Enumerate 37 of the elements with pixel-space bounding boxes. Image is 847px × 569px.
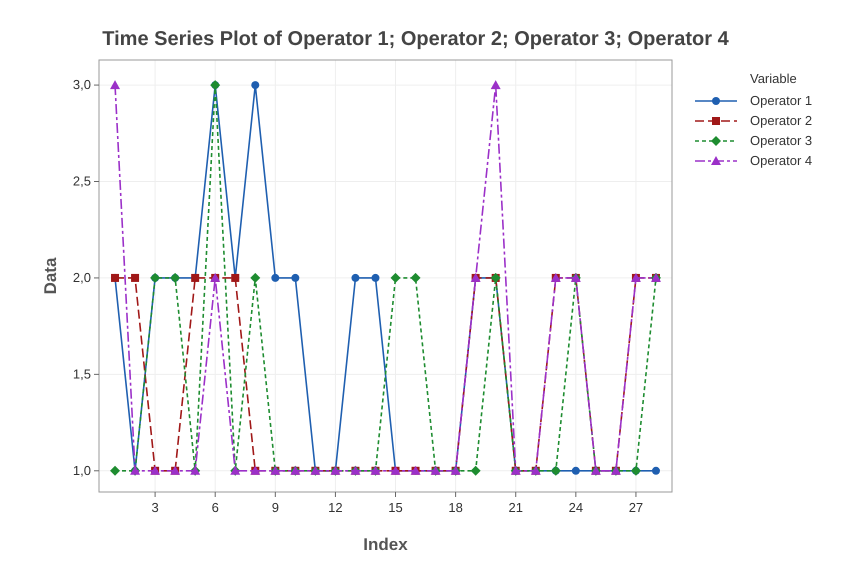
point [250,272,260,283]
point [110,466,120,476]
x-tick-label: 24 [568,500,584,515]
point [271,274,280,282]
y-axis-title: Data [41,257,60,294]
point [572,466,580,475]
point [470,466,481,476]
x-tick-label: 15 [388,500,403,515]
point [410,272,421,283]
y-tick-label: 1,5 [72,366,91,382]
chart-title: Time Series Plot of Operator 1; Operator 2; Operator 3; Operator 4 [102,28,730,50]
x-tick-label: 12 [328,500,343,515]
point [390,272,401,283]
point [291,274,300,282]
x-tick-label: 21 [508,500,523,515]
y-tick-label: 2,5 [72,174,91,188]
point [652,466,660,475]
x-tick-label: 27 [628,500,644,515]
x-axis-title: Index [363,535,408,554]
point [131,274,140,282]
y-tick-label: 3,0 [72,77,91,92]
x-tick-label: 3 [151,500,159,515]
point [110,80,120,90]
legend-title: Variable [750,71,797,86]
point [251,81,260,90]
x-tick-label: 6 [212,500,219,515]
point [371,274,380,282]
point [351,274,360,282]
legend-label: Operator 3 [750,133,812,148]
x-tick-label: 9 [272,500,279,515]
legend-label: Operator 1 [750,93,812,108]
x-tick-label: 18 [448,500,463,515]
y-tick-label: 2,0 [72,270,91,285]
point [490,80,501,90]
legend-label: Operator 2 [750,113,812,128]
legend-label: Operator 4 [750,153,812,168]
y-tick-label: 1,0 [72,462,91,478]
